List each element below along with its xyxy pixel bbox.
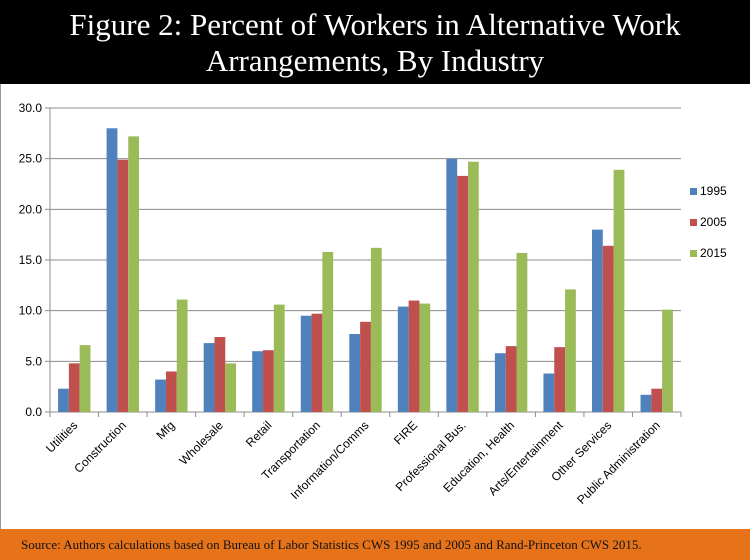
x-tick-label: Construction [71,418,129,476]
x-tick-label: Public Administration [574,418,663,507]
bar-2005-arts-entertainment [554,347,566,412]
bar-2015-information-comms [370,247,382,412]
bar-2005-fire [408,300,420,412]
bar-2005-utilities [68,363,80,412]
bar-2015-wholesale [225,363,237,412]
bar-2015-transportation [322,251,334,412]
source-footer: Source: Authors calculations based on Bu… [0,529,750,560]
x-tick-label: FIRE [391,418,420,447]
bar-2015-public-administration [662,309,673,412]
x-tick-label: Wholesale [176,418,226,468]
y-tick-label: 5.0 [25,354,42,368]
legend-label-2015: 2015 [700,246,727,260]
x-tick-label: Utilities [43,418,80,455]
bar-1995-mfg [155,379,166,412]
y-tick-label: 30.0 [19,101,43,115]
y-tick-label: 15.0 [19,253,43,267]
y-tick-label: 0.0 [25,405,42,419]
bar-chart: 0.0 5.0 10.0 15.0 20.0 25.0 30.0 UtilitiesConst… [19,101,727,507]
bar-2005-information-comms [360,321,371,412]
bar-1995-other-services [591,229,603,412]
bar-2005-transportation [311,313,323,412]
bar-1995-public-administration [640,394,652,412]
chart-area: 0.0 5.0 10.0 15.0 20.0 25.0 30.0 Utilities Const… [0,84,750,529]
bar-1995-information-comms [349,333,361,412]
bar-2005-other-services [602,245,614,412]
x-tick-label: Retail [243,418,275,450]
bar-2015-mfg [176,299,188,412]
bar-2005-mfg [165,371,177,412]
bar-2005-wholesale [214,337,226,412]
y-tick-label: 10.0 [19,304,43,318]
y-tick-label: 25.0 [19,152,43,166]
figure-title: Figure 2: Percent of Workers in Alternat… [0,0,750,84]
bar-2015-retail [273,304,285,412]
bar-2015-construction [128,136,140,412]
bar-1995-education-health [494,353,506,412]
legend-swatch-2015 [690,250,697,257]
y-tick-label: 20.0 [19,202,43,216]
bar-1995-wholesale [203,343,215,412]
bar-1995-fire [397,306,409,412]
bar-2015-professional-bus- [467,161,479,412]
legend-label-2005: 2005 [700,215,727,229]
bar-2005-construction [117,159,129,412]
bar-1995-construction [106,128,118,412]
bar-2015-arts-entertainment [565,289,576,412]
bar-2015-utilities [79,345,91,412]
figure-title-line-1: Figure 2: Percent of Workers in Alternat… [69,7,681,42]
bar-2015-other-services [613,169,625,412]
x-tick-label: Mfg [153,418,177,442]
bar-2005-retail [263,350,274,412]
source-note: Source: Authors calculations based on Bu… [21,537,642,552]
figure-title-line-2: Arrangements, By Industry [205,43,545,78]
bar-2015-education-health [516,252,528,412]
bar-1995-utilities [58,388,69,412]
legend-swatch-1995 [690,188,697,195]
bar-1995-professional-bus- [446,158,458,412]
bar-1995-transportation [300,315,312,412]
bar-2005-public-administration [651,388,663,412]
legend-swatch-2005 [690,219,697,226]
bar-1995-retail [252,351,264,412]
bar-2005-professional-bus- [457,175,468,412]
bar-2005-education-health [505,346,517,412]
bar-1995-arts-entertainment [543,373,555,412]
legend-label-1995: 1995 [700,184,727,198]
bar-2015-fire [419,303,431,412]
